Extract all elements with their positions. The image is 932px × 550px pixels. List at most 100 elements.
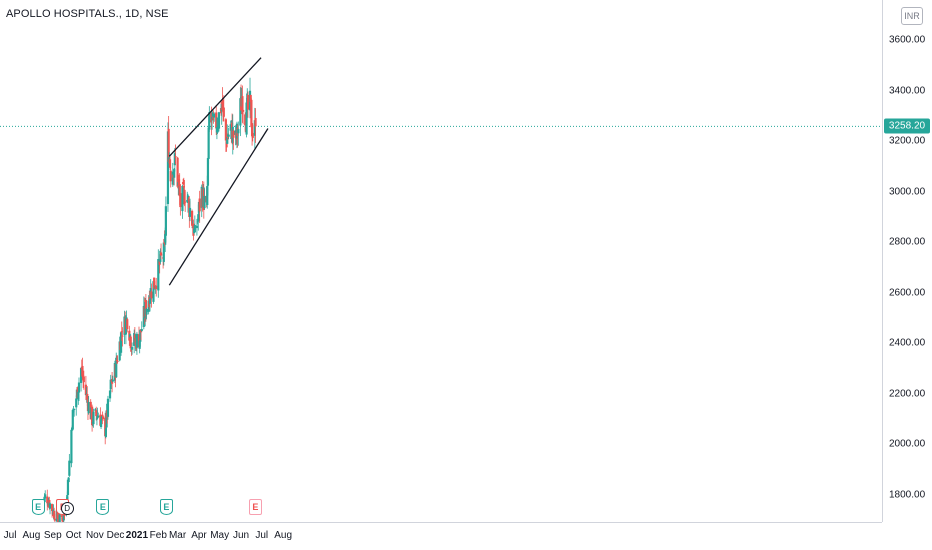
candle-body xyxy=(179,193,182,208)
candle-body xyxy=(206,186,209,206)
candle-body xyxy=(229,124,232,131)
candle-body xyxy=(120,331,123,333)
candle-body xyxy=(108,390,112,399)
candle-body xyxy=(237,129,240,134)
candle-body xyxy=(207,127,210,159)
time-tick-label: Jul xyxy=(255,530,269,541)
candle-body xyxy=(246,94,250,110)
candle-body xyxy=(111,379,114,382)
price-axis[interactable]: INR 1800.00 2000.00 2200.00 2400.00 2600.00 2… xyxy=(882,0,932,522)
candle-body xyxy=(90,406,94,426)
candle-body xyxy=(139,329,142,342)
candle-body xyxy=(106,398,110,417)
candle-body xyxy=(167,128,170,162)
candle-body xyxy=(95,410,98,417)
candle-body xyxy=(99,419,103,428)
candle-body xyxy=(58,513,61,523)
candle-body xyxy=(176,157,179,187)
candle-body xyxy=(138,340,141,349)
price-tick-label: 2800.00 xyxy=(889,236,926,248)
candle-body xyxy=(87,402,90,414)
candle-body xyxy=(227,134,230,137)
candle-body xyxy=(152,281,155,302)
candle-body xyxy=(144,299,147,316)
candle-body xyxy=(182,185,185,188)
candle-body xyxy=(81,365,84,377)
candle-body xyxy=(126,319,129,330)
candle-body xyxy=(164,234,167,243)
candle-body xyxy=(53,510,56,519)
time-tick-label: Jun xyxy=(232,530,250,541)
earnings-icon[interactable]: E xyxy=(96,499,110,515)
candle-body xyxy=(177,179,181,187)
candle-body xyxy=(162,242,165,262)
price-tick-label: 2600.00 xyxy=(889,287,926,299)
candle-body xyxy=(115,359,119,361)
candle-body xyxy=(150,291,153,299)
earnings-icon[interactable]: E xyxy=(31,499,45,515)
last-price-label: 3258.20 xyxy=(884,118,930,134)
candlestick-chart[interactable] xyxy=(0,0,882,531)
candle-body xyxy=(225,141,228,148)
candle-body xyxy=(254,117,257,127)
candle-body xyxy=(182,182,185,185)
price-tick-label: 3600.00 xyxy=(889,34,926,46)
candle-body xyxy=(135,333,139,348)
time-tick-label: Nov xyxy=(85,530,104,541)
candle-body xyxy=(196,220,199,223)
price-tick-label: 3200.00 xyxy=(889,135,926,147)
earnings-icon[interactable]: E xyxy=(248,499,262,515)
dividend-icon[interactable]: D xyxy=(60,502,74,515)
candle-body xyxy=(183,189,186,205)
candle-body xyxy=(72,409,75,413)
symbol-title[interactable]: APOLLO HOSPITALS., 1D, NSE xyxy=(6,8,169,20)
candle-body xyxy=(166,131,170,205)
candle-body xyxy=(101,414,104,416)
candle-body xyxy=(224,119,227,141)
candle-body xyxy=(97,415,100,418)
candle-body xyxy=(245,102,248,135)
candle-body xyxy=(62,514,65,521)
candle-body xyxy=(60,515,63,517)
time-tick-label: Oct xyxy=(65,530,82,541)
candle-body xyxy=(158,260,161,265)
candle-body xyxy=(253,120,256,136)
candle-body xyxy=(67,477,70,483)
candle-body xyxy=(121,335,124,337)
candle-body xyxy=(168,159,172,168)
price-tick-label: 3000.00 xyxy=(889,186,926,198)
candle-body xyxy=(241,96,244,115)
time-tick-label: Dec xyxy=(106,530,125,541)
candle-body xyxy=(82,376,85,383)
candle-body xyxy=(217,112,221,129)
candle-body xyxy=(215,127,219,133)
time-tick-label: Mar xyxy=(168,530,187,541)
candle-body xyxy=(195,225,199,229)
candle-body xyxy=(104,417,107,437)
currency-button[interactable]: INR xyxy=(901,7,923,25)
candles xyxy=(41,77,257,531)
candle-body xyxy=(145,309,148,315)
candle-body xyxy=(208,112,211,130)
candle-body xyxy=(193,225,196,233)
time-axis[interactable]: Jul Aug Sep Oct Nov Dec 2021 Feb Mar Apr May Jun Jul… xyxy=(0,522,882,550)
candle-body xyxy=(181,185,184,212)
candle-body xyxy=(250,99,253,128)
candle-body xyxy=(226,136,230,139)
candle-body xyxy=(221,99,224,111)
trendline-lower-channel xyxy=(168,128,269,286)
candle-body xyxy=(190,210,194,226)
candle-body xyxy=(174,156,177,158)
time-tick-label: Sep xyxy=(43,530,62,541)
time-tick-label: 2021 xyxy=(125,530,149,541)
candle-body xyxy=(48,503,52,509)
earnings-icon[interactable]: E xyxy=(159,499,173,515)
candle-body xyxy=(187,199,190,201)
candle-body xyxy=(129,336,132,349)
time-tick-label: Jul xyxy=(3,530,17,541)
time-tick-label: Apr xyxy=(191,530,207,541)
candle-body xyxy=(70,429,73,464)
candle-body xyxy=(105,410,108,428)
candle-body xyxy=(115,357,118,378)
